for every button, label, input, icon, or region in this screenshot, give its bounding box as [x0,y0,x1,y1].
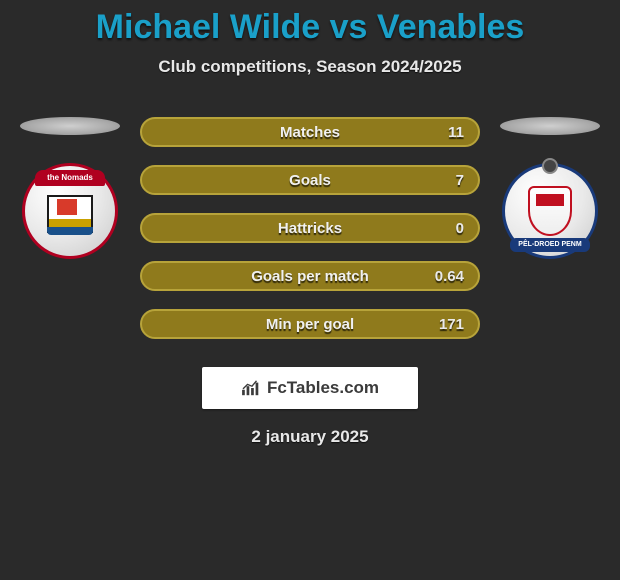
right-player-avatar-placeholder [500,117,600,135]
left-player-avatar-placeholder [20,117,120,135]
stat-value-right: 171 [439,316,464,333]
stat-row-matches: Matches 11 [140,117,480,147]
right-player-column: PÊL-DROED PENM [500,117,600,259]
comparison-card: Michael Wilde vs Venables Club competiti… [0,0,620,447]
stat-label: Goals per match [251,268,369,285]
stat-value-right: 0 [456,220,464,237]
stat-row-goals: Goals 7 [140,165,480,195]
stat-row-goals-per-match: Goals per match 0.64 [140,261,480,291]
brand-text: FcTables.com [267,378,379,398]
shield-icon [528,186,572,236]
stat-label: Matches [280,124,340,141]
date-label: 2 january 2025 [0,427,620,447]
stat-value-right: 0.64 [435,268,464,285]
subtitle: Club competitions, Season 2024/2025 [0,57,620,77]
left-player-column: the Nomads [20,117,120,259]
stat-value-right: 11 [448,124,464,141]
left-club-badge: the Nomads [22,163,118,259]
stats-column: Matches 11 Goals 7 Hattricks 0 Goals per… [140,117,480,339]
main-content-row: the Nomads Matches 11 Goals 7 Hattricks … [0,117,620,339]
brand-attribution[interactable]: FcTables.com [202,367,418,409]
football-icon [542,158,558,174]
right-club-badge: PÊL-DROED PENM [502,163,598,259]
stat-label: Min per goal [266,316,354,333]
bar-chart-icon [241,379,263,397]
stat-row-min-per-goal: Min per goal 171 [140,309,480,339]
page-title: Michael Wilde vs Venables [0,8,620,47]
ship-icon [47,195,93,233]
right-club-banner: PÊL-DROED PENM [510,238,590,252]
stat-label: Goals [289,172,331,189]
stat-row-hattricks: Hattricks 0 [140,213,480,243]
left-club-ribbon: the Nomads [35,170,105,186]
stat-label: Hattricks [278,220,342,237]
stat-value-right: 7 [456,172,464,189]
